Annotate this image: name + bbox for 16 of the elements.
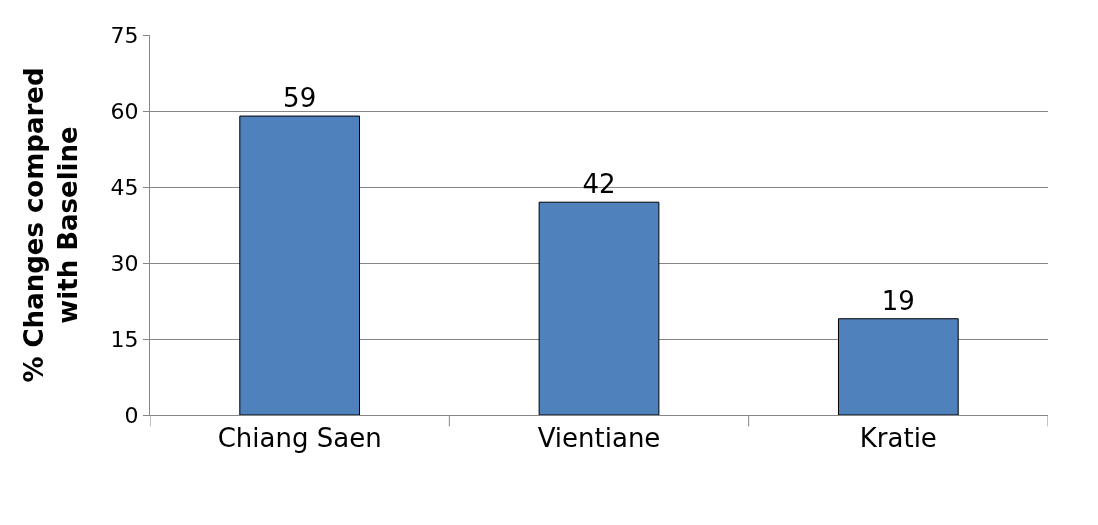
x-tick-label: Kratie bbox=[859, 423, 937, 454]
y-tick-label: 45 bbox=[110, 174, 139, 200]
y-tick-label: 75 bbox=[110, 22, 139, 48]
y-axis-title: % Changes compared with Baseline bbox=[19, 67, 83, 383]
data-label: 59 bbox=[283, 83, 317, 114]
y-tick-label: 0 bbox=[124, 402, 139, 428]
y-tick-label: 15 bbox=[110, 326, 139, 352]
bar bbox=[239, 115, 361, 415]
data-label: 42 bbox=[582, 169, 616, 200]
bar bbox=[538, 201, 660, 415]
y-tick-label: 60 bbox=[110, 98, 139, 124]
x-tick-label: Chiang Saen bbox=[217, 423, 382, 454]
x-tick-label: Vientiane bbox=[537, 423, 661, 454]
data-label: 19 bbox=[881, 285, 915, 316]
y-tick-label: 30 bbox=[110, 250, 139, 276]
bar bbox=[837, 318, 959, 415]
